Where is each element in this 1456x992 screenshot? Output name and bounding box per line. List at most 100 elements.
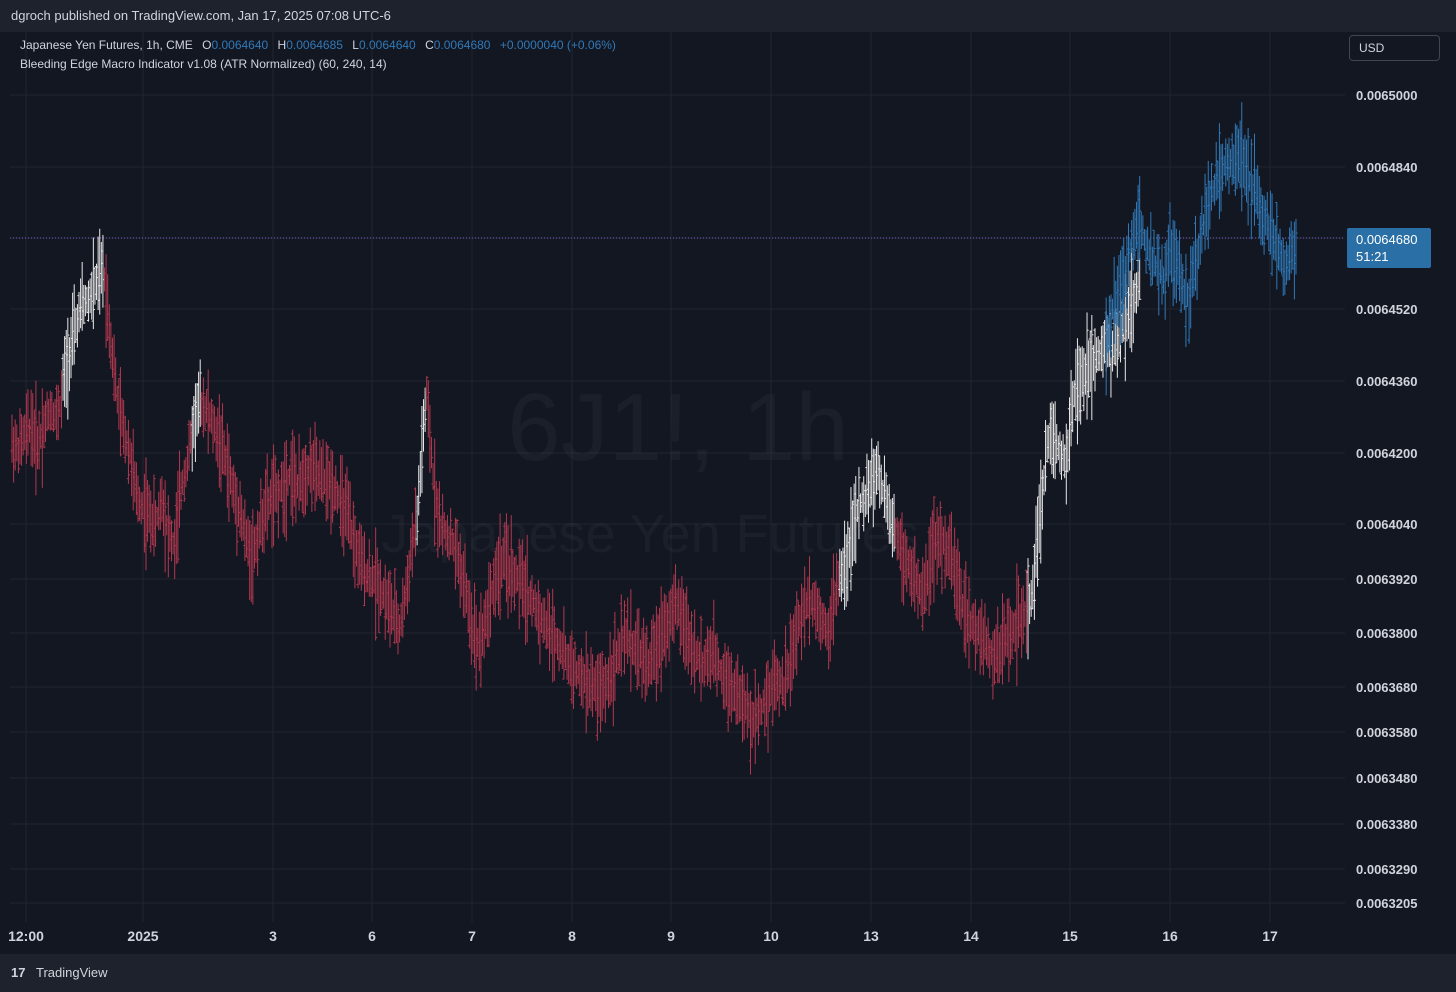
- ohlc-bar: [500, 545, 504, 589]
- ohlc-bar: [437, 481, 442, 548]
- last-price-tag: 0.0064680 51:21: [1347, 228, 1431, 268]
- ohlc-bar: [924, 543, 928, 612]
- ohlc-bar: [1217, 123, 1222, 220]
- tradingview-brand[interactable]: TradingView: [36, 965, 108, 980]
- ohlc-bar: [256, 510, 260, 577]
- time-tick-label: 8: [568, 928, 576, 944]
- ohlc-bar: [938, 501, 942, 567]
- ohlc-bar: [1203, 173, 1207, 251]
- ohlc-bar: [1010, 610, 1014, 660]
- ohlc-bar: [449, 507, 453, 556]
- tradingview-logo-icon[interactable]: 17: [11, 965, 26, 980]
- ohlc-legend: Japanese Yen Futures, 1h, CME O0.0064640…: [20, 38, 616, 52]
- ohlc-bar: [72, 284, 76, 365]
- ohlc-bar: [209, 398, 213, 434]
- ohlc-bar: [1112, 256, 1116, 344]
- ohlc-bar: [992, 629, 997, 685]
- ohlc-bar: [248, 520, 252, 601]
- ohlc-bar: [455, 518, 459, 577]
- ohlc-bar: [1021, 585, 1025, 645]
- watermark: 6J1!, 1h Japanese Yen Futures: [381, 374, 918, 564]
- ohlc-bar: [1104, 297, 1108, 396]
- ohlc-bar: [795, 591, 799, 676]
- price-chart[interactable]: 6J1!, 1h Japanese Yen Futures 0.00650000…: [0, 32, 1456, 954]
- ohlc-bar: [1045, 424, 1049, 463]
- ohlc-bar: [118, 366, 123, 457]
- price-tick-label: 0.0063920: [1356, 572, 1417, 587]
- ohlc-bar: [600, 650, 604, 722]
- ohlc-bar: [374, 527, 378, 641]
- ohlc-bar: [396, 603, 400, 655]
- ohlc-bar: [530, 575, 534, 627]
- price-tick-label: 0.0064040: [1356, 517, 1417, 532]
- ohlc-bar: [940, 516, 944, 595]
- ohlc-bar: [472, 582, 477, 669]
- time-tick-label: 10: [763, 928, 779, 944]
- ohlc-bar: [1002, 603, 1006, 666]
- legend-low-value: 0.0064640: [358, 38, 416, 52]
- ohlc-bar: [1249, 138, 1253, 240]
- price-tick-label: 0.0064360: [1356, 374, 1417, 389]
- ohlc-bar: [303, 444, 308, 515]
- ohlc-bar: [1262, 195, 1266, 255]
- ohlc-bar: [488, 563, 493, 638]
- chart-area[interactable]: 6J1!, 1h Japanese Yen Futures 0.0065000 0…: [0, 32, 1456, 954]
- price-tick-label: 0.0064520: [1356, 302, 1417, 317]
- ohlc-bar: [1043, 419, 1048, 492]
- time-tick-label: 12:00: [8, 928, 44, 944]
- price-tick-label: 0.0063380: [1356, 817, 1417, 832]
- ohlc-bar: [1160, 244, 1164, 305]
- ohlc-bar: [693, 609, 697, 694]
- publisher-text: dgroch published on TradingView.com, Jan…: [11, 8, 391, 23]
- ohlc-bar: [702, 645, 706, 687]
- ohlc-bar: [1265, 192, 1269, 240]
- ohlc-bar: [964, 561, 968, 658]
- ohlc-bar: [276, 469, 280, 539]
- ohlc-bar: [417, 465, 421, 516]
- ohlc-bar: [56, 385, 60, 441]
- ohlc-bar: [922, 562, 926, 614]
- ohlc-bar: [362, 531, 367, 607]
- ohlc-bar: [393, 568, 397, 645]
- price-axis[interactable]: 0.0065000 0.0064840 0.0064680 0.0064520 0.00…: [1356, 88, 1417, 911]
- ohlc-bar: [310, 445, 314, 512]
- ohlc-bar: [423, 387, 427, 432]
- ohlc-bar: [429, 436, 434, 469]
- ohlc-bar: [37, 410, 41, 470]
- time-axis[interactable]: 12:00 2025 3 6 7 8 9 10 13 14 15 16 17: [8, 928, 1278, 944]
- ohlc-bar: [1087, 340, 1091, 398]
- ohlc-bar: [766, 660, 770, 753]
- grid: [10, 32, 1345, 922]
- price-tick-label: 0.0063480: [1356, 771, 1417, 786]
- indicator-legend[interactable]: Bleeding Edge Macro Indicator v1.08 (ATR…: [20, 57, 387, 71]
- ohlc-bar: [884, 472, 888, 523]
- ohlc-bar: [16, 437, 20, 474]
- footer-bar: 17 TradingView: [0, 954, 1456, 992]
- ohlc-bar: [91, 237, 95, 330]
- currency-button[interactable]: USD: [1349, 35, 1440, 61]
- ohlc-bar: [571, 648, 576, 709]
- ohlc-bar: [273, 455, 277, 512]
- ohlc-bar: [541, 597, 545, 644]
- ohlc-bar: [715, 633, 719, 697]
- time-tick-label: 3: [269, 928, 277, 944]
- ohlc-bar: [169, 520, 174, 562]
- ohlc-bar: [353, 515, 357, 589]
- legend-close-value: 0.0064680: [433, 38, 491, 52]
- ohlc-bar: [874, 445, 879, 495]
- ohlc-bar: [426, 380, 430, 437]
- time-tick-label: 15: [1062, 928, 1078, 944]
- ohlc-bar: [401, 577, 405, 638]
- ohlc-bar: [1275, 201, 1279, 290]
- ohlc-bar: [1079, 347, 1083, 425]
- ohlc-bar: [34, 380, 38, 496]
- ohlc-bar: [689, 611, 694, 685]
- bar-countdown: 51:21: [1356, 249, 1389, 264]
- ohlc-bar: [326, 445, 330, 520]
- ohlc-bar: [986, 617, 990, 669]
- ohlc-bar: [415, 495, 419, 546]
- ohlc-bar: [378, 559, 383, 616]
- legend-high-label: H: [277, 38, 287, 52]
- time-tick-label: 13: [863, 928, 879, 944]
- ohlc-bar: [916, 558, 920, 619]
